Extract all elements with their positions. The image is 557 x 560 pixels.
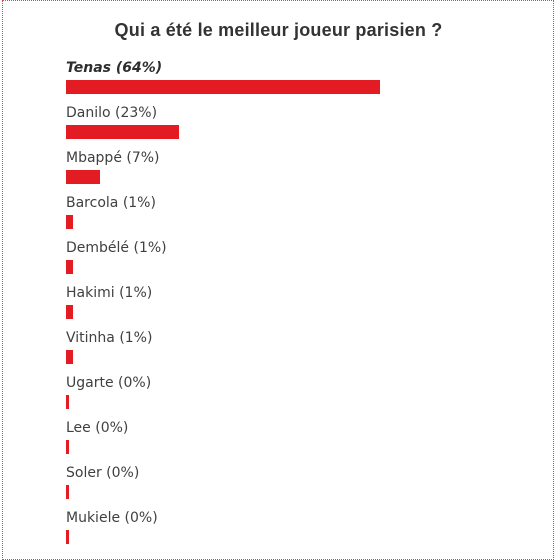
poll-option-label: Mbappé (7%) [66, 150, 160, 166]
poll-option-bar [66, 395, 69, 409]
poll-option-bar [66, 260, 73, 274]
poll-option-bar [66, 485, 69, 499]
poll-option: Dembélé (1%) [66, 240, 526, 285]
poll-option: Tenas (64%) [66, 60, 526, 105]
poll-option-label: Dembélé (1%) [66, 240, 167, 256]
poll-option: Hakimi (1%) [66, 285, 526, 330]
poll-option-bar [66, 125, 179, 139]
poll-option-bar [66, 350, 73, 364]
poll-title: Qui a été le meilleur joueur parisien ? [114, 20, 443, 40]
poll-option: Vitinha (1%) [66, 330, 526, 375]
poll-option-bar [66, 170, 100, 184]
poll-option: Soler (0%) [66, 465, 526, 510]
poll-results: Tenas (64%) Danilo (23%) Mbappé (7%) Bar… [66, 60, 526, 555]
poll-option: Danilo (23%) [66, 105, 526, 150]
poll-option-label: Ugarte (0%) [66, 375, 152, 391]
poll-option-bar [66, 440, 69, 454]
poll-option-label: Lee (0%) [66, 420, 129, 436]
poll-option: Lee (0%) [66, 420, 526, 465]
poll-option-label: Tenas (64%) [66, 60, 163, 76]
poll-option-bar [66, 215, 73, 229]
poll-option-label: Soler (0%) [66, 465, 140, 481]
poll-option-bar [66, 80, 380, 94]
poll-option-bar [66, 530, 69, 544]
poll-option: Barcola (1%) [66, 195, 526, 240]
poll-option-label: Hakimi (1%) [66, 285, 153, 301]
poll-option-bar [66, 305, 73, 319]
poll-option-label: Vitinha (1%) [66, 330, 153, 346]
poll-option: Mbappé (7%) [66, 150, 526, 195]
poll-option-label: Danilo (23%) [66, 105, 158, 121]
poll-option: Mukiele (0%) [66, 510, 526, 555]
poll-option: Ugarte (0%) [66, 375, 526, 420]
poll-option-label: Mukiele (0%) [66, 510, 158, 526]
poll-option-label: Barcola (1%) [66, 195, 156, 211]
